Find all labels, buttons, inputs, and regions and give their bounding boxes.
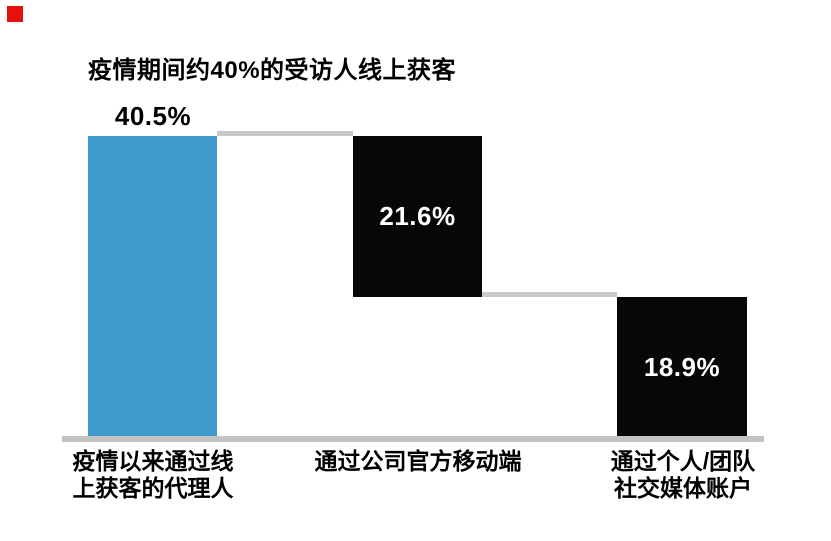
category-label-company-mobile: 通过公司官方移动端 (278, 448, 558, 475)
category-label-line: 社交媒体账户 (614, 475, 752, 501)
category-label-social-media: 通过个人/团队 社交媒体账户 (543, 448, 823, 502)
step-connector-1 (217, 131, 353, 136)
red-square-marker (7, 6, 23, 22)
bar-online-agents (88, 136, 217, 437)
category-label-line: 通过个人/团队 (610, 448, 756, 474)
chart-title: 疫情期间约40%的受访人线上获客 (88, 57, 457, 84)
category-label-line: 通过公司官方移动端 (314, 448, 522, 474)
bar-value-label-1: 40.5% (114, 101, 192, 131)
bar-company-mobile: 21.6% (353, 136, 482, 297)
bar-social-media: 18.9% (617, 297, 747, 437)
x-axis-baseline (62, 436, 764, 442)
bar-value-label-2: 21.6% (379, 201, 456, 231)
category-label-line: 上获客的代理人 (72, 475, 234, 501)
step-connector-2 (482, 292, 617, 297)
category-label-online-agents: 疫情以来通过线 上获客的代理人 (13, 448, 293, 502)
bar-value-label-3: 18.9% (643, 351, 721, 382)
category-label-line: 疫情以来通过线 (72, 448, 234, 474)
